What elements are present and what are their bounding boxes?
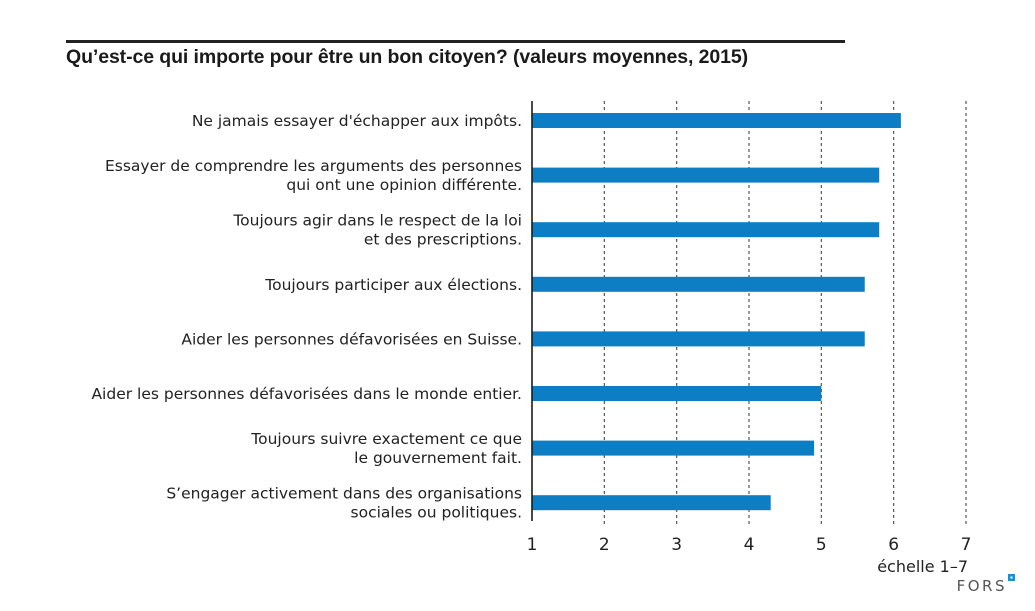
gridlines <box>603 101 967 526</box>
fors-logo-text: FORS <box>957 577 1007 595</box>
x-tick-label-1: 1 <box>527 535 538 555</box>
category-label-7: Toujours suivre exactement ce que le gouv… <box>250 430 522 467</box>
bar-2 <box>532 167 880 183</box>
category-label-line: Essayer de comprendre les arguments des … <box>105 157 522 175</box>
category-label-6: Aider les personnes défavorisées dans le… <box>91 385 522 403</box>
bar-3 <box>532 222 880 238</box>
category-label-line: qui ont une opinion différente. <box>286 176 522 194</box>
title-rule <box>66 40 845 43</box>
bar-7 <box>532 440 815 456</box>
x-tick-label-3: 3 <box>671 535 682 555</box>
bars <box>532 113 901 511</box>
category-label-3: Toujours agir dans le respect de la loi e… <box>232 212 522 249</box>
x-tick-label-2: 2 <box>599 535 610 555</box>
category-label-line: Toujours participer aux élections. <box>264 276 522 294</box>
category-label-5: Aider les personnes défavorisées en Suis… <box>181 330 522 348</box>
category-label-line: sociales ou politiques. <box>351 504 522 522</box>
category-label-line: le gouvernement fait. <box>354 449 522 467</box>
x-axis-label: échelle 1–7 <box>877 557 968 576</box>
category-label-line: Toujours suivre exactement ce que <box>250 430 522 448</box>
bar-1 <box>532 113 901 128</box>
category-label-line: Toujours agir dans le respect de la loi <box>232 212 522 230</box>
bar-8 <box>532 495 771 511</box>
category-label-2: Essayer de comprendre les arguments des … <box>105 157 522 194</box>
category-label-1: Ne jamais essayer d'échapper aux impôts. <box>192 112 522 130</box>
category-label-line: Aider les personnes défavorisées en Suis… <box>181 330 522 348</box>
category-labels: Ne jamais essayer d'échapper aux impôts.… <box>91 112 522 522</box>
category-label-8: S’engager activement dans des organisati… <box>166 485 522 522</box>
x-tick-label-4: 4 <box>744 535 755 555</box>
category-label-line: Ne jamais essayer d'échapper aux impôts. <box>192 112 522 130</box>
bar-5 <box>532 331 865 347</box>
x-tick-labels: 1 2 3 4 5 6 7 <box>527 535 972 555</box>
x-tick-label-7: 7 <box>961 535 972 555</box>
chart-title: Qu’est-ce qui importe pour être un bon c… <box>66 46 748 68</box>
bar-4 <box>532 276 865 292</box>
bar-6 <box>532 386 822 401</box>
category-label-4: Toujours participer aux élections. <box>264 276 522 294</box>
fors-logo-square-inner <box>1010 576 1013 579</box>
category-label-line: Aider les personnes défavorisées dans le… <box>91 385 522 403</box>
x-tick-label-5: 5 <box>816 535 827 555</box>
x-tick-label-6: 6 <box>888 535 899 555</box>
category-label-line: S’engager activement dans des organisati… <box>166 485 522 503</box>
fors-logo: FORS <box>957 574 1015 595</box>
category-label-line: et des prescriptions. <box>364 231 522 249</box>
